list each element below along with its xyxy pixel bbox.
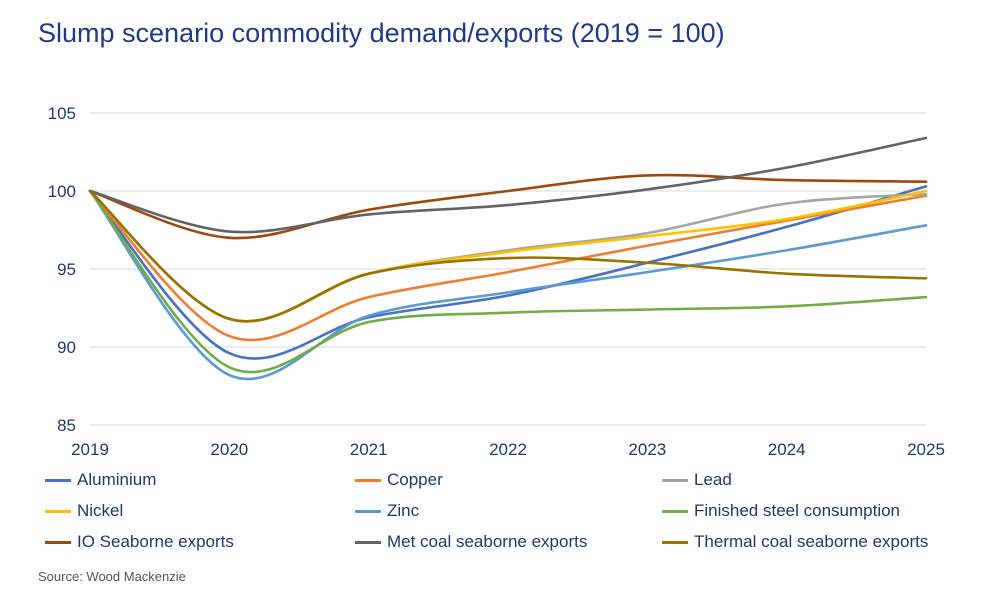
legend-item: Copper: [355, 470, 443, 490]
legend-item: Zinc: [355, 501, 419, 521]
legend-label: Copper: [387, 470, 443, 489]
legend-swatch: [355, 509, 381, 513]
x-tick-label: 2023: [628, 440, 666, 459]
legend-swatch: [662, 478, 688, 482]
legend-label: Lead: [694, 470, 732, 489]
x-tick-label: 2024: [768, 440, 806, 459]
legend-swatch: [662, 509, 688, 513]
legend-label: Finished steel consumption: [694, 501, 901, 520]
legend-label: Thermal coal seaborne exports: [694, 532, 929, 551]
y-tick-label: 85: [57, 416, 76, 435]
legend-item: Met coal seaborne exports: [355, 532, 587, 552]
y-tick-label: 90: [57, 338, 76, 357]
x-tick-label: 2020: [210, 440, 248, 459]
legend-label: Met coal seaborne exports: [387, 532, 588, 551]
legend-item: IO Seaborne exports: [45, 532, 234, 552]
legend-label: Aluminium: [77, 470, 157, 489]
source-note: Source: Wood Mackenzie: [38, 569, 186, 584]
legend-item: Lead: [662, 470, 732, 490]
series-line-io-seaborne-exports: [88, 173, 928, 240]
legend-label: Zinc: [387, 501, 420, 520]
series-line-lead: [88, 189, 928, 323]
legend-swatch: [662, 540, 688, 544]
legend-item: Nickel: [45, 501, 123, 521]
x-tick-label: 2021: [350, 440, 388, 459]
legend-swatch: [355, 540, 381, 544]
legend-swatch: [45, 478, 71, 482]
x-tick-label: 2025: [907, 440, 945, 459]
legend-swatch: [45, 509, 71, 513]
legend-swatch: [355, 478, 381, 482]
series-line-zinc: [88, 189, 928, 381]
legend-item: Aluminium: [45, 470, 156, 490]
legend-item: Thermal coal seaborne exports: [662, 532, 928, 552]
chart-title: Slump scenario commodity demand/exports …: [38, 18, 725, 48]
x-tick-label: 2022: [489, 440, 527, 459]
series-line-aluminium: [88, 185, 928, 360]
legend-swatch: [45, 540, 71, 544]
y-tick-label: 100: [48, 182, 76, 201]
series-line-thermal-coal-seaborne-exports: [88, 189, 928, 323]
legend-item: Finished steel consumption: [662, 501, 900, 521]
legend-label: Nickel: [77, 501, 124, 520]
legend-label: IO Seaborne exports: [77, 532, 234, 551]
series-line-copper: [88, 189, 928, 342]
series-line-finished-steel-consumption: [88, 189, 928, 374]
series-line-nickel: [88, 189, 928, 323]
series-line-met-coal-seaborne-exports: [88, 136, 928, 234]
x-tick-label: 2019: [71, 440, 109, 459]
y-tick-label: 105: [48, 104, 76, 123]
y-tick-label: 95: [57, 260, 76, 279]
